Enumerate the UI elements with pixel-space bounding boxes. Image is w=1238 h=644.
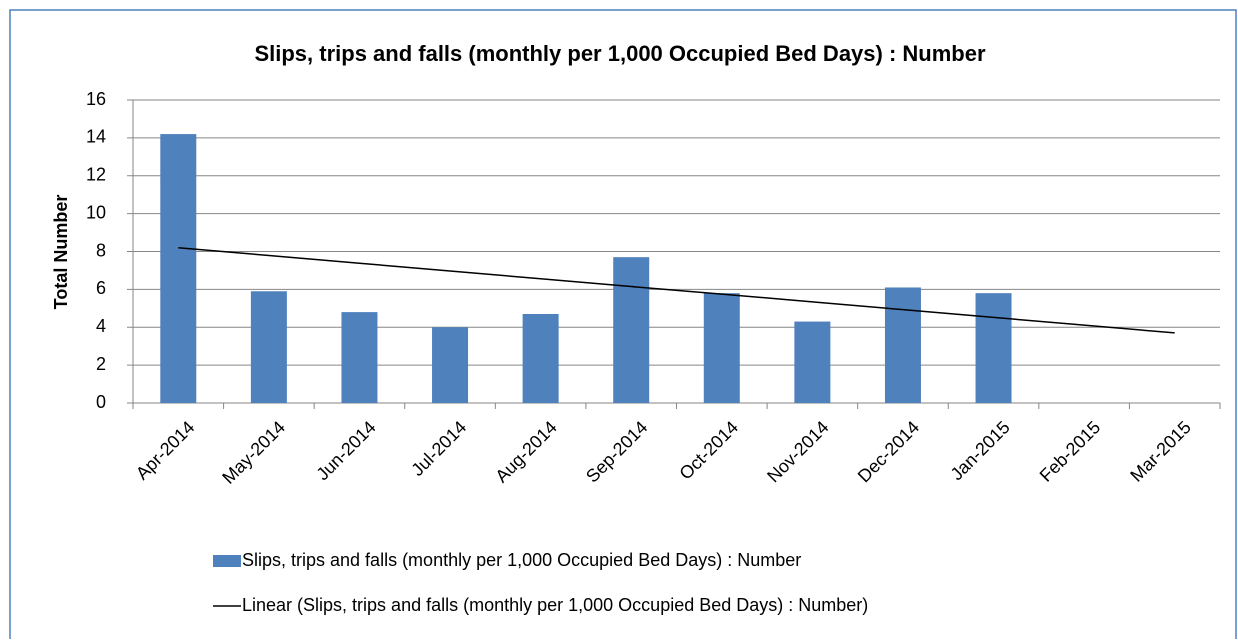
- legend-swatch: [213, 555, 241, 567]
- y-tick-label: 0: [96, 392, 106, 412]
- legend-label: Linear (Slips, trips and falls (monthly …: [242, 595, 868, 615]
- bar: [341, 312, 378, 403]
- y-tick-label: 4: [96, 316, 106, 336]
- chart-title: Slips, trips and falls (monthly per 1,00…: [254, 41, 986, 66]
- bar: [250, 291, 287, 403]
- y-axis-label: Total Number: [51, 195, 71, 310]
- bar: [613, 257, 650, 403]
- y-tick-label: 6: [96, 278, 106, 298]
- bar: [884, 287, 921, 403]
- bar: [522, 313, 559, 403]
- y-tick-label: 14: [86, 127, 106, 147]
- bar: [975, 293, 1012, 403]
- y-tick-label: 2: [96, 354, 106, 374]
- y-tick-label: 16: [86, 89, 106, 109]
- bar: [794, 321, 831, 403]
- legend-label: Slips, trips and falls (monthly per 1,00…: [242, 550, 801, 570]
- y-tick-label: 12: [86, 165, 106, 185]
- trend-line: [178, 246, 1175, 334]
- y-tick-label: 10: [86, 202, 106, 222]
- y-tick-label: 8: [96, 240, 106, 260]
- bar: [160, 134, 197, 403]
- bar: [432, 327, 469, 403]
- bar: [703, 293, 740, 403]
